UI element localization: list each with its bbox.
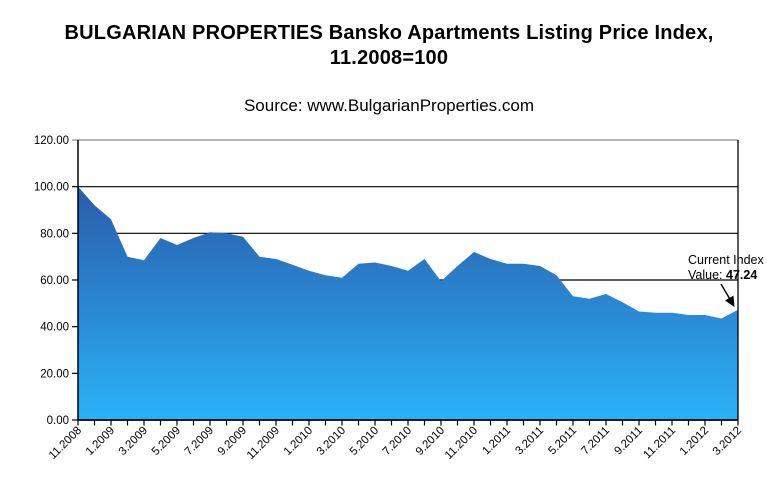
y-axis-label: 120.00: [34, 135, 69, 147]
x-axis-label: 5.2009: [150, 425, 183, 458]
x-axis-label: 7.2010: [381, 425, 414, 458]
y-axis-label: 40.00: [40, 322, 69, 334]
x-axis-label: 1.2009: [84, 425, 117, 458]
x-axis-label: 11.2009: [245, 425, 282, 462]
chart-subtitle: Source: www.BulgarianProperties.com: [243, 96, 535, 115]
x-axis-label: 3.2010: [315, 425, 348, 458]
annotation-arrow: [720, 283, 735, 308]
x-axis-label: 7.2009: [183, 425, 216, 458]
x-axis-label: 5.2010: [348, 425, 381, 458]
chart-title-line1: BULGARIAN PROPERTIES Bansko Apartments L…: [64, 22, 714, 44]
area-series: [78, 186, 738, 420]
x-axis-label: 3.2011: [513, 425, 546, 458]
y-axis-label: 80.00: [40, 228, 69, 240]
x-axis-label: 1.2011: [480, 425, 513, 458]
annotation-line1: Current Index: [688, 253, 764, 267]
x-axis-label: 7.2011: [579, 425, 612, 458]
x-axis: 11.2008 1.2009 3.2009 5.2009 7.2009 9.200911.…: [47, 420, 744, 462]
x-axis-label: 11.2010: [443, 425, 480, 462]
y-axis-label: 100.00: [34, 182, 69, 194]
x-axis-label: 5.2011: [546, 425, 579, 458]
x-axis-label: 11.2011: [641, 425, 678, 462]
y-axis-label: 60.00: [40, 275, 69, 287]
chart-title-line2: 11.2008=100: [329, 47, 449, 69]
annotation-line2: Value: 47.24: [688, 268, 757, 282]
x-axis-label: 3.2009: [117, 425, 150, 458]
x-axis-label: 11.2008: [47, 425, 84, 462]
x-axis-label: 1.2012: [678, 425, 711, 458]
y-axis: 0.00 20.00 40.00 60.00 80.00 100.00 120.00: [34, 135, 78, 427]
x-axis-label: 3.2012: [711, 425, 744, 458]
y-axis-label: 0.00: [47, 415, 69, 427]
x-axis-label: 9.2011: [612, 425, 645, 458]
y-axis-label: 20.00: [40, 368, 69, 380]
x-axis-label: 1.2010: [282, 425, 315, 458]
chart-title: BULGARIAN PROPERTIES Bansko Apartments L…: [0, 21, 778, 71]
